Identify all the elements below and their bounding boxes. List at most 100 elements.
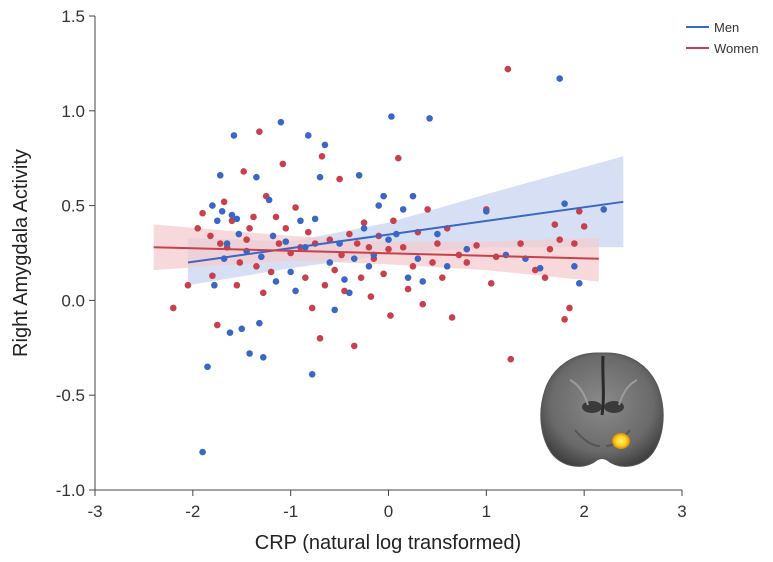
data-point-women: [275, 240, 283, 247]
data-point-men: [216, 171, 224, 179]
data-point-men: [253, 173, 260, 181]
data-point-men: [375, 202, 383, 209]
data-point-women: [448, 314, 456, 321]
x-tick-label: 1: [482, 502, 491, 521]
data-point-women: [360, 219, 368, 226]
data-point-men: [443, 262, 451, 270]
x-tick-label: 0: [384, 502, 393, 521]
fit-lines: [153, 200, 624, 264]
data-point-women: [318, 153, 326, 160]
data-point-women: [556, 236, 564, 244]
data-point-women: [169, 304, 177, 312]
data-point-women: [240, 168, 248, 175]
fit-line-men: [187, 200, 624, 264]
data-point-men: [419, 278, 427, 285]
data-point-men: [483, 207, 490, 215]
y-axis-ticks: -1.0 -0.5 0.0 0.5 1.0 1.5: [56, 7, 95, 500]
data-point-men: [326, 259, 334, 266]
data-point-women: [463, 259, 471, 266]
data-point-women: [399, 244, 407, 251]
data-point-men: [218, 207, 226, 215]
data-point-men: [269, 232, 277, 240]
data-point-women: [566, 304, 573, 312]
data-point-men: [404, 274, 412, 281]
data-point-men: [561, 200, 568, 208]
data-point-men: [311, 215, 319, 223]
data-point-women: [380, 270, 387, 278]
data-point-women: [272, 213, 280, 221]
data-point-men: [414, 255, 422, 262]
data-point-men: [355, 171, 363, 179]
data-point-women: [336, 175, 343, 183]
data-point-women: [571, 240, 578, 247]
data-point-men: [346, 289, 353, 297]
data-point-men: [233, 215, 241, 223]
data-point-men: [246, 350, 253, 357]
data-points: [169, 65, 608, 456]
y-tick-label: -1.0: [56, 481, 85, 500]
data-point-men: [341, 276, 348, 283]
data-point-men: [380, 192, 387, 200]
data-point-women: [199, 209, 206, 217]
data-point-men: [258, 253, 265, 261]
data-point-women: [353, 240, 361, 247]
data-point-men: [238, 325, 246, 333]
data-point-women: [302, 274, 309, 281]
data-point-men: [463, 245, 471, 253]
data-point-women: [504, 65, 512, 73]
data-point-men: [388, 113, 395, 120]
y-axis-label: Right Amygdala Activity: [10, 149, 32, 357]
data-point-men: [199, 448, 206, 456]
data-point-women: [207, 232, 214, 240]
data-point-women: [409, 262, 417, 270]
data-point-women: [194, 225, 202, 232]
data-point-women: [367, 293, 375, 300]
data-point-men: [308, 371, 316, 378]
data-point-women: [338, 251, 345, 259]
data-point-men: [321, 141, 329, 149]
data-point-women: [357, 274, 365, 281]
x-tick-label: -2: [185, 502, 200, 521]
data-point-women: [321, 281, 329, 289]
data-point-women: [236, 259, 244, 266]
data-point-men: [259, 353, 267, 361]
data-point-men: [426, 115, 433, 122]
data-point-men: [223, 240, 231, 247]
y-tick-label: 1.0: [61, 102, 85, 121]
data-point-men: [204, 363, 211, 371]
data-point-women: [517, 240, 524, 247]
data-point-women: [404, 285, 412, 293]
legend: Men Women: [686, 20, 759, 56]
data-point-men: [228, 211, 236, 219]
data-point-women: [385, 245, 392, 253]
x-axis-ticks: -3 -2 -1 0 1 2 3: [87, 490, 687, 521]
data-point-men: [571, 262, 578, 270]
data-point-men: [304, 132, 312, 139]
x-tick-label: 2: [579, 502, 588, 521]
data-point-men: [213, 217, 221, 225]
data-point-men: [209, 202, 216, 209]
data-point-men: [272, 278, 280, 285]
data-point-women: [419, 300, 427, 308]
data-point-men: [265, 196, 273, 204]
data-point-men: [365, 262, 373, 270]
data-point-women: [308, 304, 316, 312]
x-tick-label: 3: [677, 502, 686, 521]
data-point-men: [575, 280, 583, 287]
data-point-women: [216, 240, 224, 247]
data-point-men: [277, 118, 285, 126]
data-point-men: [536, 264, 544, 272]
data-point-women: [259, 289, 267, 297]
data-point-women: [365, 244, 373, 251]
data-point-women: [541, 274, 549, 281]
data-point-men: [287, 268, 294, 276]
data-point-women: [233, 281, 241, 289]
y-tick-label: 0.0: [61, 291, 85, 310]
data-point-men: [360, 225, 368, 232]
data-point-men: [331, 306, 338, 314]
data-point-women: [429, 259, 436, 266]
data-point-men: [399, 206, 407, 213]
legend-label-men: Men: [714, 20, 739, 35]
data-point-men: [235, 230, 243, 238]
